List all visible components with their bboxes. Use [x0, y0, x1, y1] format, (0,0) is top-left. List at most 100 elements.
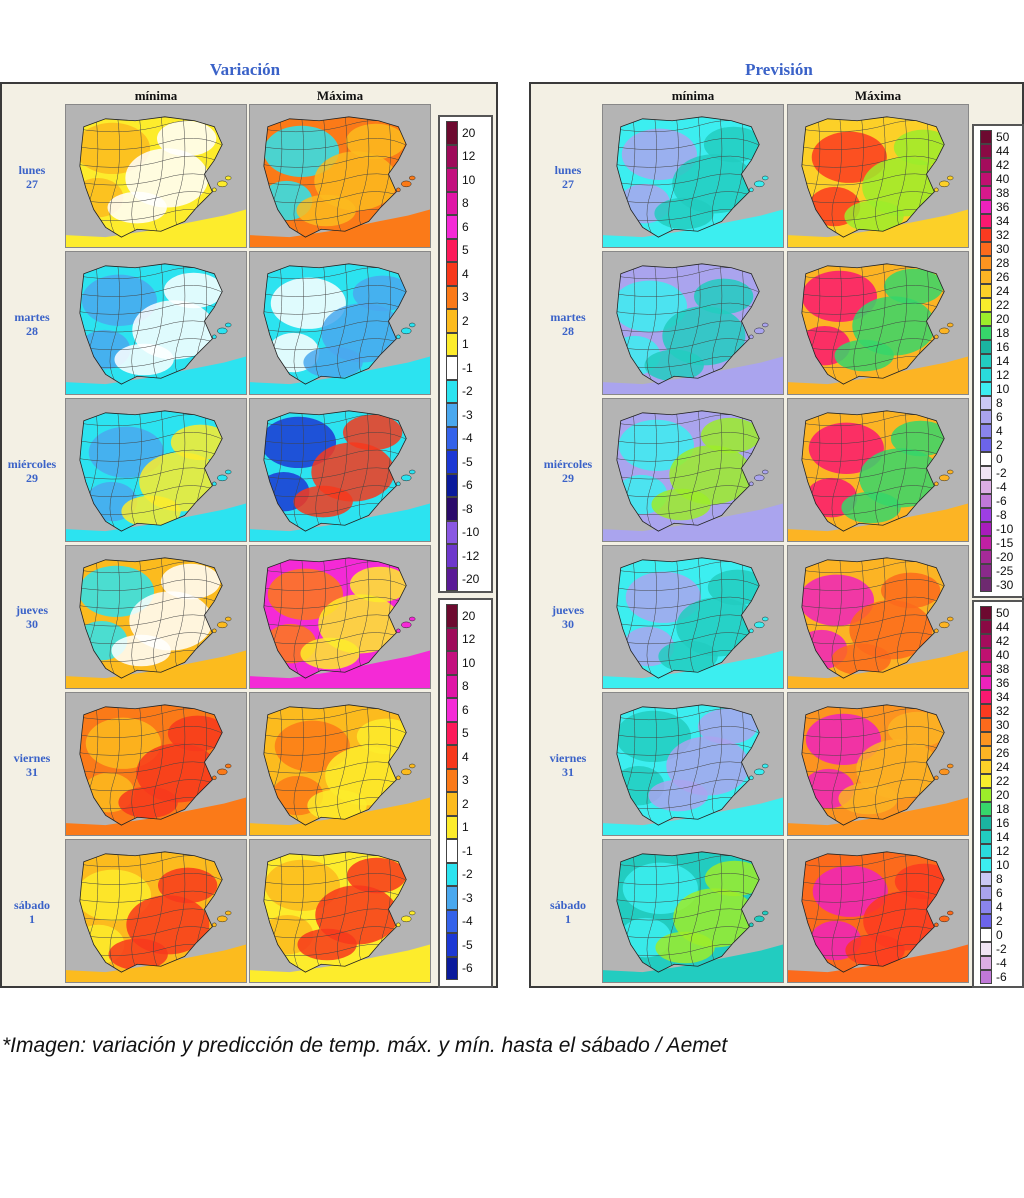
legend-label: -6 [996, 494, 1007, 508]
day-number: 30 [26, 617, 38, 631]
balearic-island [946, 616, 954, 622]
day-label-left: lunes 27 [2, 163, 62, 191]
day-name: jueves [16, 603, 48, 617]
legend-swatch [980, 256, 992, 270]
legend-label: 22 [996, 298, 1010, 312]
coastline [263, 263, 407, 385]
day-label-right: jueves 30 [537, 603, 599, 631]
variation-min-map [65, 104, 247, 248]
day-number: 1 [29, 912, 35, 926]
prevision-col-max: Máxima [854, 88, 902, 103]
balearic-island [212, 187, 217, 193]
day-number: 30 [562, 617, 574, 631]
day-number: 29 [26, 471, 38, 485]
legend-swatch [980, 718, 992, 732]
balearic-island [217, 474, 228, 482]
balearic-island [408, 616, 416, 622]
legend-label: 40 [996, 172, 1010, 186]
legend-swatch [446, 721, 458, 745]
day-label-right: miércoles 29 [537, 457, 599, 485]
legend-swatch [446, 215, 458, 239]
balearic-island [224, 469, 232, 475]
africa-coast [788, 944, 968, 982]
forecast-max-map [787, 104, 969, 248]
legend-swatch [980, 704, 992, 718]
legend-swatch [980, 410, 992, 424]
legend-swatch [446, 379, 458, 403]
variation-max-map [249, 545, 431, 689]
forecast-min-map [602, 251, 784, 395]
legend-swatch [446, 285, 458, 309]
legend-label: 10 [996, 382, 1010, 396]
balearic-island [212, 775, 217, 781]
balearic-island [761, 763, 769, 769]
balearic-island [217, 768, 228, 776]
legend-swatch [980, 872, 992, 886]
legend-swatch [980, 690, 992, 704]
legend-swatch [980, 228, 992, 242]
legend-swatch [446, 450, 458, 474]
legend-label: 2 [996, 438, 1003, 452]
legend-label: 30 [996, 242, 1010, 256]
legend-swatch [980, 802, 992, 816]
balearic-island [749, 481, 754, 487]
legend-swatch [980, 452, 992, 466]
legend-label: 28 [996, 256, 1010, 270]
balearic-island [224, 616, 232, 622]
legend-label: 12 [996, 368, 1010, 382]
legend-swatch [446, 886, 458, 910]
legend-swatch [980, 788, 992, 802]
legend-swatch [980, 242, 992, 256]
legend-label: 42 [996, 158, 1010, 172]
balearic-island [401, 768, 412, 776]
africa-coast [250, 356, 430, 394]
coastline [616, 704, 760, 826]
legend-swatch [980, 914, 992, 928]
balearic-island [749, 334, 754, 340]
balearic-island [224, 322, 232, 328]
variation-legend-bottom: 20 12 10 8 6 5 4 3 2 1 -1 -2 -3 -4 -5 -6 [438, 598, 493, 988]
legend-swatch [980, 564, 992, 578]
legend-label: 24 [996, 284, 1010, 298]
day-label-right: martes 28 [537, 310, 599, 338]
balearic-island [396, 481, 401, 487]
day-name: sábado [549, 898, 587, 912]
legend-label: 22 [996, 774, 1010, 788]
africa-coast [66, 356, 246, 394]
day-label-right: lunes 27 [537, 163, 599, 191]
legend-label: 5 [462, 726, 469, 741]
legend-swatch [446, 956, 458, 980]
day-label-left: martes 28 [2, 310, 62, 338]
legend-label: 44 [996, 620, 1010, 634]
balearic-island [217, 621, 228, 629]
legend-swatch [446, 933, 458, 957]
forecast-min-map [602, 398, 784, 542]
forecast-min-map [602, 839, 784, 983]
coastline [79, 116, 223, 238]
legend-label: -30 [996, 578, 1014, 592]
coastline [616, 410, 760, 532]
balearic-island [749, 922, 754, 928]
legend-swatch [446, 332, 458, 356]
legend-swatch [446, 768, 458, 792]
balearic-island [408, 322, 416, 328]
variation-max-map [249, 104, 431, 248]
legend-swatch [446, 426, 458, 450]
variacion-title: Variación [209, 60, 281, 79]
legend-label: -3 [462, 407, 473, 422]
balearic-island [408, 910, 416, 916]
legend-label: 6 [462, 702, 469, 717]
legend-label: 40 [996, 648, 1010, 662]
iberia-fill [79, 851, 223, 973]
forecast-legend-top: 50 44 42 40 38 36 34 32 30 28 26 24 22 20 18 16 14 12 10 8 6… [972, 124, 1024, 598]
legend-label: 0 [996, 452, 1003, 466]
forecast-max-map [787, 692, 969, 836]
balearic-island [939, 621, 950, 629]
legend-swatch [980, 942, 992, 956]
legend-label: 30 [996, 718, 1010, 732]
legend-label: 20 [462, 125, 476, 140]
africa-coast [250, 209, 430, 247]
legend-swatch [980, 172, 992, 186]
legend-swatch [980, 424, 992, 438]
coastline [616, 116, 760, 238]
